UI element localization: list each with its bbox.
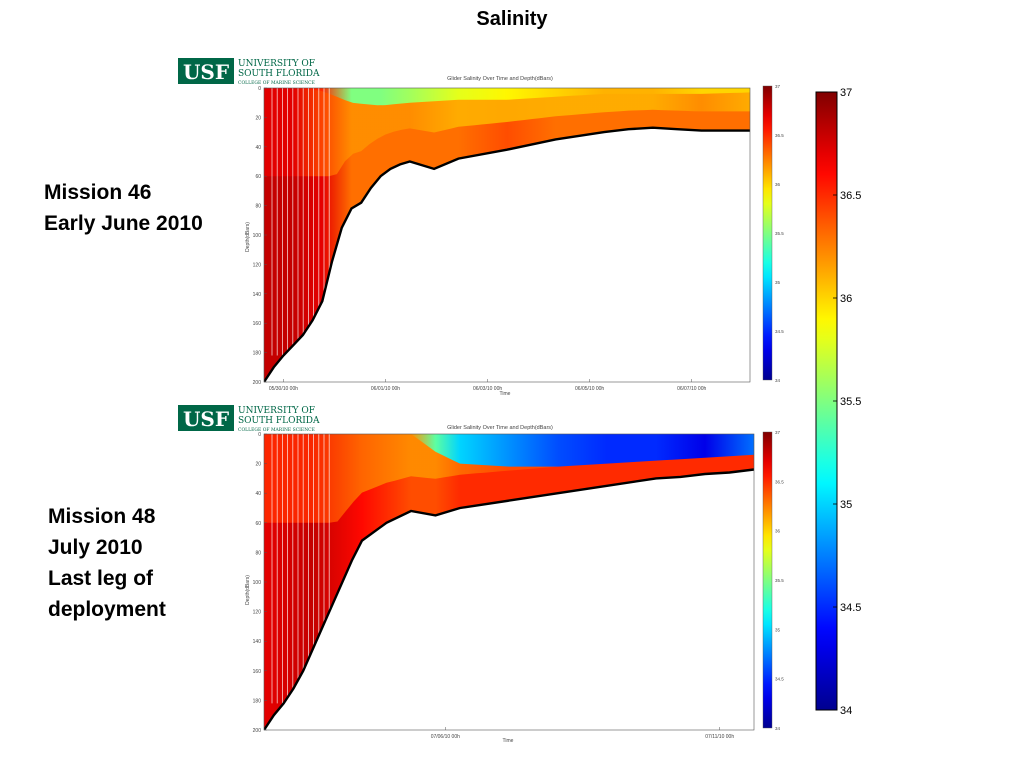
colorbar-tick-label: 34.5: [840, 602, 861, 614]
x-axis-label: Time: [503, 738, 514, 744]
x-tick-label: 07/06/10 00h: [431, 734, 460, 740]
salinity-plot-svg: USF UNIVERSITY OF SOUTH FLORIDA COLLEGE …: [178, 405, 784, 744]
y-tick-label: 20: [255, 115, 261, 121]
y-tick-label: 80: [255, 550, 261, 556]
y-tick-label: 200: [253, 380, 262, 386]
small-colorbar-tick: 35.5: [775, 231, 784, 236]
small-colorbar-tick: 35: [775, 280, 781, 285]
salinity-colorbar: 37 36.5 36 35.5 35 34.5 34: [815, 87, 861, 716]
small-colorbar-tick: 34.5: [775, 329, 784, 334]
x-tick-label: 06/07/10 00h: [677, 386, 706, 392]
mission-label-line: Mission 46: [44, 181, 152, 204]
usf-logo-line1: UNIVERSITY OF: [238, 406, 315, 416]
colorbar-tick-label: 35.5: [840, 396, 861, 408]
salinity-surface-layer: [264, 434, 754, 467]
usf-logo-line3: COLLEGE OF MARINE SCIENCE: [238, 80, 315, 86]
below-seafloor-mask: [264, 469, 754, 730]
y-tick-label: 120: [253, 610, 262, 616]
y-tick-label: 40: [255, 145, 261, 151]
colorbar-tick-label: 36.5: [840, 190, 861, 202]
y-tick-label: 200: [253, 728, 262, 734]
x-tick-label: 06/01/10 00h: [371, 386, 400, 392]
y-tick-label: 140: [253, 639, 262, 645]
colorbar-tick-label: 37: [840, 87, 852, 99]
below-seafloor-mask: [264, 127, 750, 382]
colorbar-tick-label: 36: [840, 293, 852, 305]
y-tick-label: 100: [253, 580, 262, 586]
y-tick-label: 160: [253, 321, 262, 327]
small-colorbar-tick: 36.5: [775, 133, 784, 138]
salinity-surface-layer: [264, 88, 750, 106]
y-tick-label: 140: [253, 292, 262, 298]
y-tick-label: 40: [255, 491, 261, 497]
small-colorbar-tick: 37: [775, 430, 781, 435]
plot-axes: 0 20 40 60 80 100 120 140 160 180 200 05/30/10 00h 0…: [253, 86, 751, 392]
small-colorbar-tick: 35: [775, 627, 781, 632]
usf-logo-line1: UNIVERSITY OF: [238, 59, 315, 69]
small-colorbar-tick: 34: [775, 378, 781, 383]
usf-logo: USF UNIVERSITY OF SOUTH FLORIDA COLLEGE …: [178, 58, 320, 86]
colorbar-ticks: 37 36.5 36 35.5 35 34.5 34: [833, 87, 861, 716]
usf-logo: USF UNIVERSITY OF SOUTH FLORIDA COLLEGE …: [178, 405, 320, 433]
mission-46-label: Mission 46 Early June 2010: [44, 177, 203, 239]
y-axis-label: Depth(dBars): [245, 222, 251, 252]
small-colorbar-tick: 35.5: [775, 578, 784, 583]
mission-label-line: Last leg of: [48, 567, 154, 590]
y-tick-label: 0: [258, 432, 261, 438]
seafloor-line: [264, 126, 750, 382]
y-axis-label: Depth(dBars): [245, 575, 251, 605]
x-tick-label: 06/05/10 00h: [575, 386, 604, 392]
usf-logo-line2: SOUTH FLORIDA: [238, 416, 320, 426]
y-tick-label: 60: [255, 521, 261, 527]
small-colorbar: 37 36.5 36 35.5 35 34.5 34: [762, 84, 784, 383]
small-colorbar-tick: 34: [775, 726, 781, 731]
small-colorbar-tick: 36.5: [775, 479, 784, 484]
plot-title: Glider Salinity Over Time and Depth(dBar…: [447, 425, 553, 431]
mission-label-line: July 2010: [48, 536, 143, 559]
colorbar-tick-label: 34: [840, 705, 852, 716]
small-colorbar-gradient: [762, 431, 773, 729]
y-tick-label: 100: [253, 233, 262, 239]
plot-title: Glider Salinity Over Time and Depth(dBar…: [447, 76, 553, 82]
x-tick-label: 06/03/10 00h: [473, 386, 502, 392]
y-tick-label: 180: [253, 698, 262, 704]
salinity-mid-layer: [264, 88, 750, 177]
salinity-plot-mission-46: USF UNIVERSITY OF SOUTH FLORIDA COLLEGE …: [178, 55, 798, 400]
y-tick-label: 0: [258, 86, 261, 92]
plot-axes: 0 20 40 60 80 100 120 140 160 180 200 07/06/10 00h 0…: [253, 432, 755, 740]
small-colorbar-tick: 36: [775, 529, 781, 534]
y-tick-label: 120: [253, 262, 262, 268]
x-axis-label: Time: [500, 391, 511, 397]
small-colorbar-tick: 36: [775, 182, 781, 187]
heatmap-area: [264, 434, 754, 730]
seafloor-line: [264, 468, 754, 730]
mission-48-label: Mission 48 July 2010 Last leg of deploym…: [48, 501, 166, 625]
y-tick-label: 180: [253, 351, 262, 357]
usf-logo-abbr: USF: [183, 407, 229, 431]
y-tick-label: 80: [255, 204, 261, 210]
salinity-plot-svg: USF UNIVERSITY OF SOUTH FLORIDA COLLEGE …: [178, 58, 784, 397]
colorbar-tick-label: 35: [840, 499, 852, 511]
mission-label-line: Early June 2010: [44, 212, 203, 235]
usf-logo-line2: SOUTH FLORIDA: [238, 69, 320, 79]
small-colorbar: 37 36.5 36 35.5 35 34.5 34: [762, 430, 784, 731]
small-colorbar-tick: 34.5: [775, 677, 784, 682]
heatmap-area: [264, 88, 750, 382]
salinity-plot-mission-48: USF UNIVERSITY OF SOUTH FLORIDA COLLEGE …: [178, 402, 798, 747]
small-colorbar-gradient: [762, 85, 773, 381]
small-colorbar-tick: 37: [775, 84, 781, 89]
y-tick-label: 60: [255, 174, 261, 180]
y-tick-label: 160: [253, 669, 262, 675]
x-tick-label: 07/11/10 00h: [705, 734, 734, 740]
usf-logo-line3: COLLEGE OF MARINE SCIENCE: [238, 427, 315, 433]
usf-logo-abbr: USF: [183, 60, 229, 84]
x-tick-label: 05/30/10 00h: [269, 386, 298, 392]
slide-title: Salinity: [476, 8, 548, 30]
y-tick-label: 20: [255, 462, 261, 468]
mission-label-line: Mission 48: [48, 505, 156, 528]
usf-logo-block: [178, 405, 234, 431]
mission-label-line: deployment: [48, 598, 166, 621]
usf-logo-block: [178, 58, 234, 84]
